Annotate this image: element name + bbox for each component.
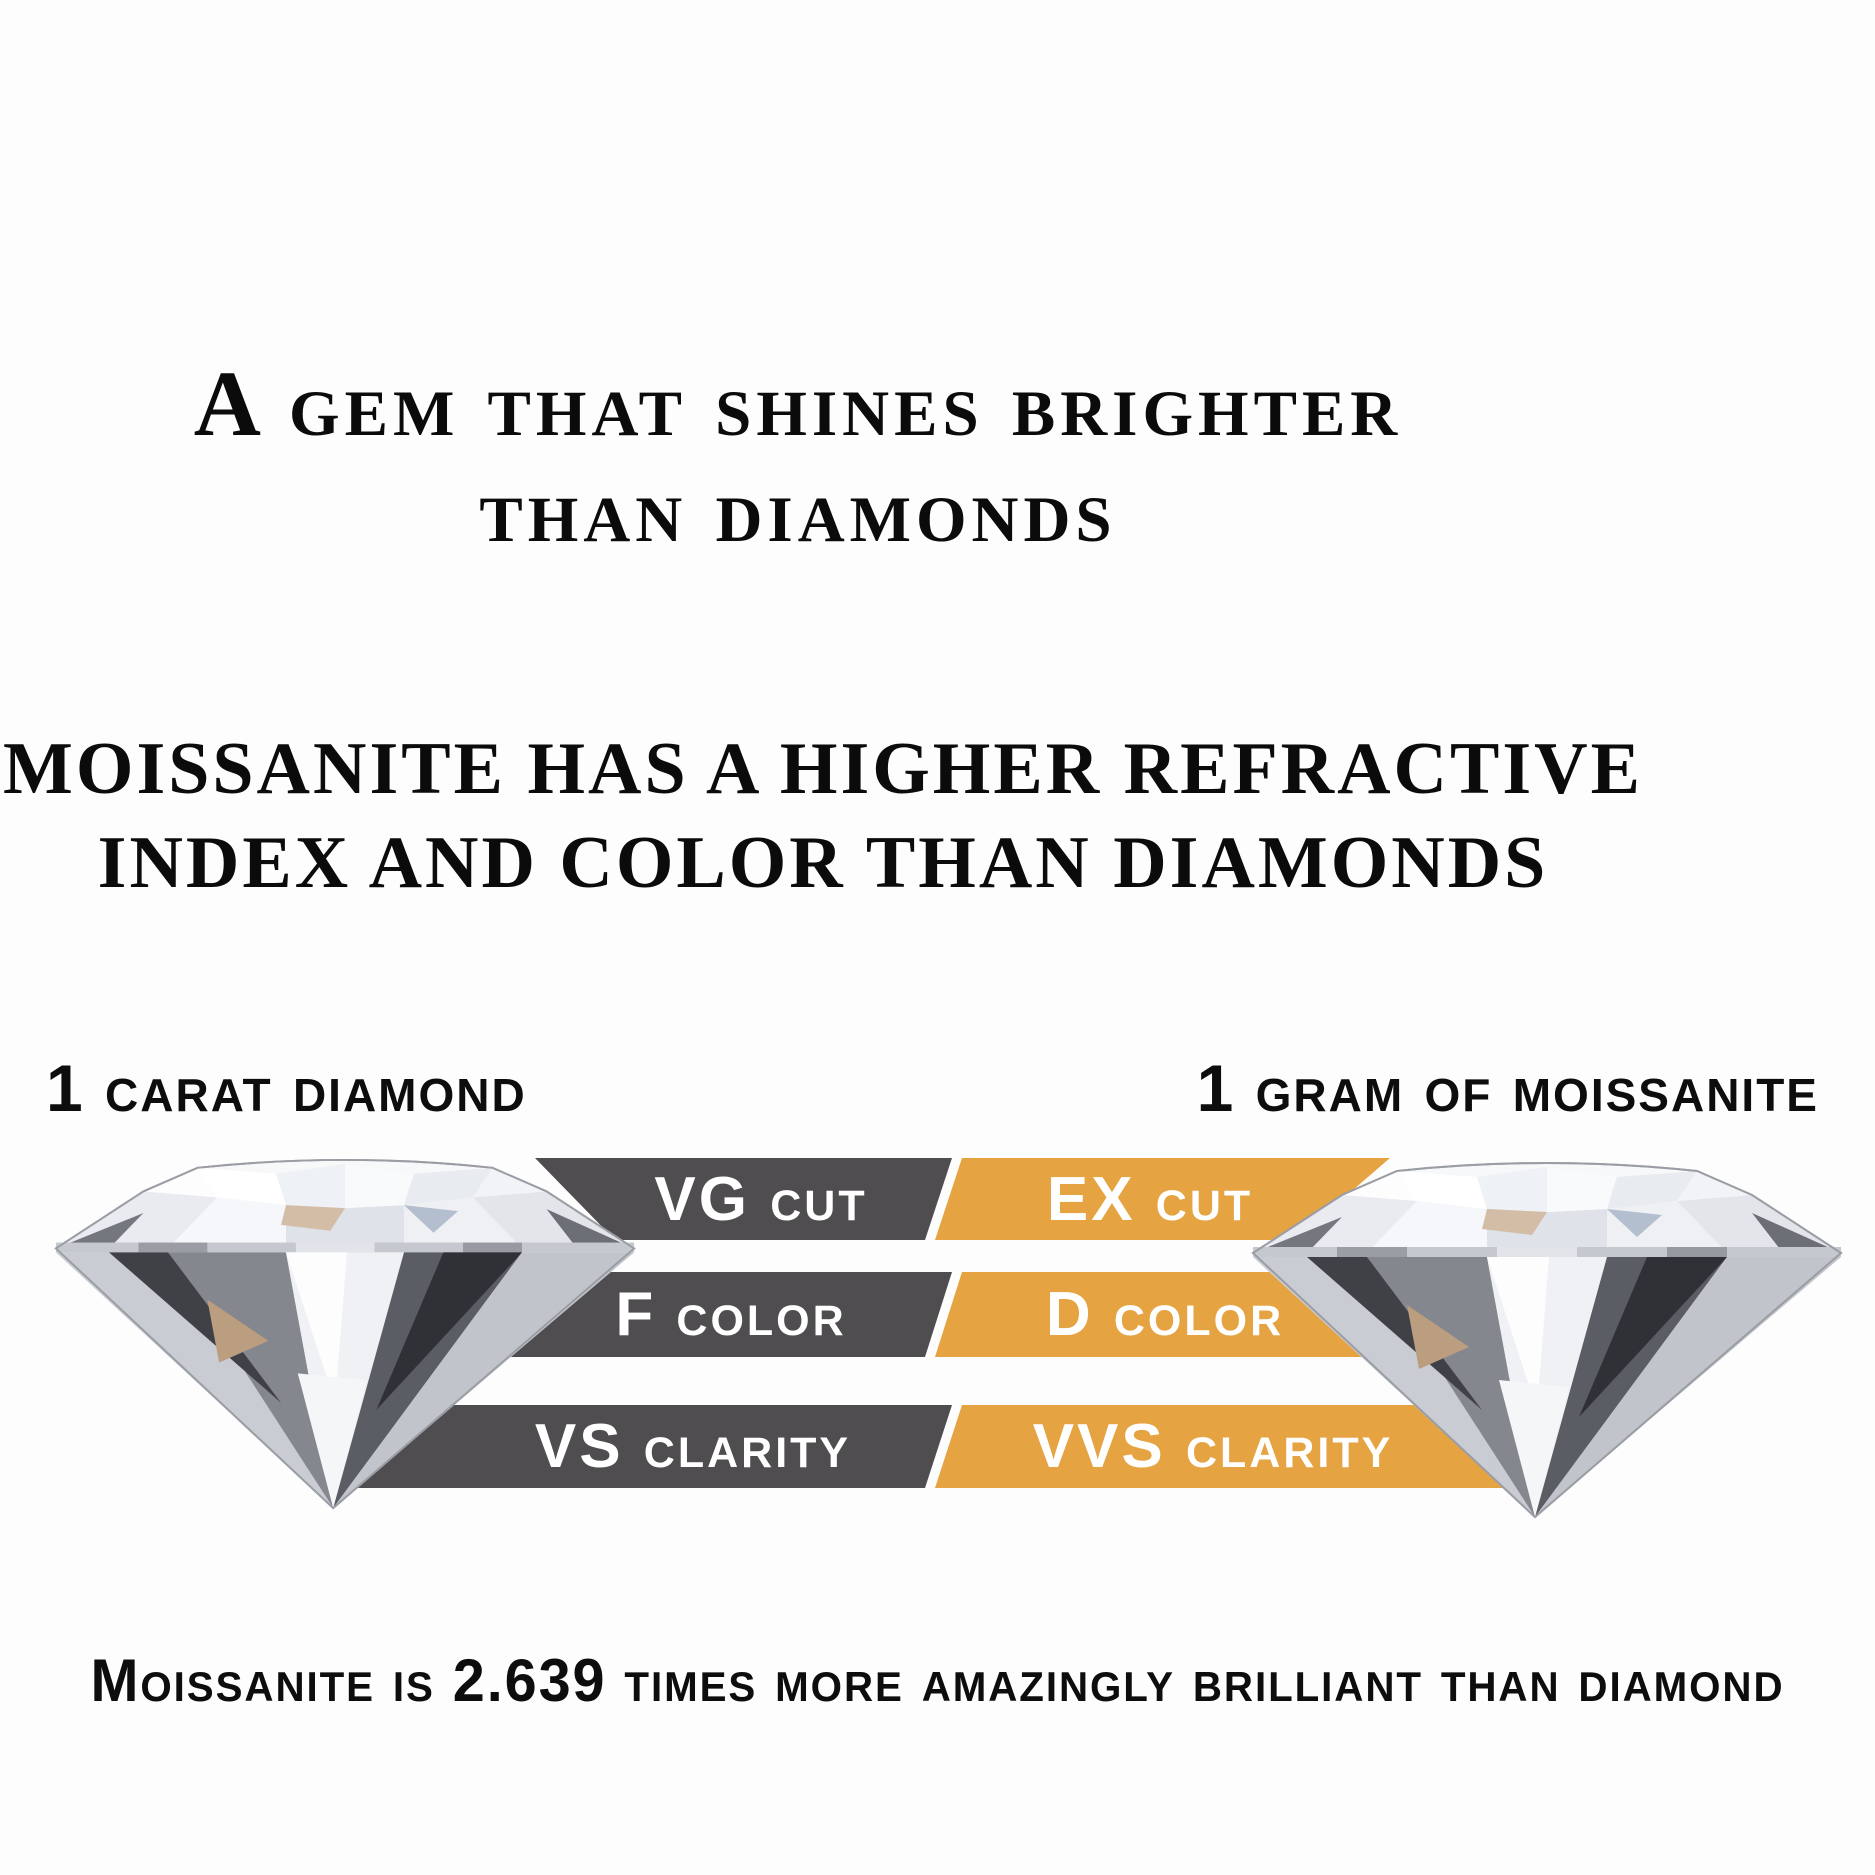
comparison-row-cut: VG cut EX cut <box>0 1158 1875 1240</box>
page-title: A gem that shines brighter than diamonds <box>10 352 1586 564</box>
moissanite-cut-label: EX cut <box>1046 1164 1254 1234</box>
diamond-bar-cut <box>535 1158 952 1240</box>
diamond-cut-label: VG cut <box>654 1164 868 1234</box>
page-subtitle-line1: MOISSANITE HAS A HIGHER REFRACTIVE <box>3 728 1643 810</box>
label-gram-moissanite: 1 gram of moissanite <box>1196 1051 1819 1125</box>
comparison-row-clarity: VS clarity VVS clarity <box>0 1405 1875 1488</box>
page-subtitle: MOISSANITE HAS A HIGHER REFRACTIVE INDEX… <box>0 722 1646 910</box>
page-title-line1: A gem that shines brighter <box>193 353 1403 456</box>
diamond-color-label: F color <box>615 1280 847 1349</box>
page-subtitle-line2: INDEX AND COLOR THAN DIAMONDS <box>97 822 1549 904</box>
moissanite-photo-right <box>1252 1162 1842 1518</box>
diamond-clarity-label: VS clarity <box>534 1412 852 1481</box>
label-carat-diamond: 1 carat diamond <box>46 1051 527 1125</box>
diamond-bar-clarity <box>350 1405 952 1488</box>
diamond-photo-left <box>54 1158 636 1510</box>
moissanite-color-label: D color <box>1045 1280 1285 1349</box>
page-title-line2: than diamonds <box>479 459 1117 562</box>
moissanite-bar-clarity <box>935 1405 1520 1488</box>
footer-claim: Moissanite is 2.639 times more amazingly… <box>90 1647 1785 1714</box>
comparison-row-color: F color D color <box>0 1272 1875 1357</box>
moissanite-clarity-label: VVS clarity <box>1032 1412 1394 1481</box>
